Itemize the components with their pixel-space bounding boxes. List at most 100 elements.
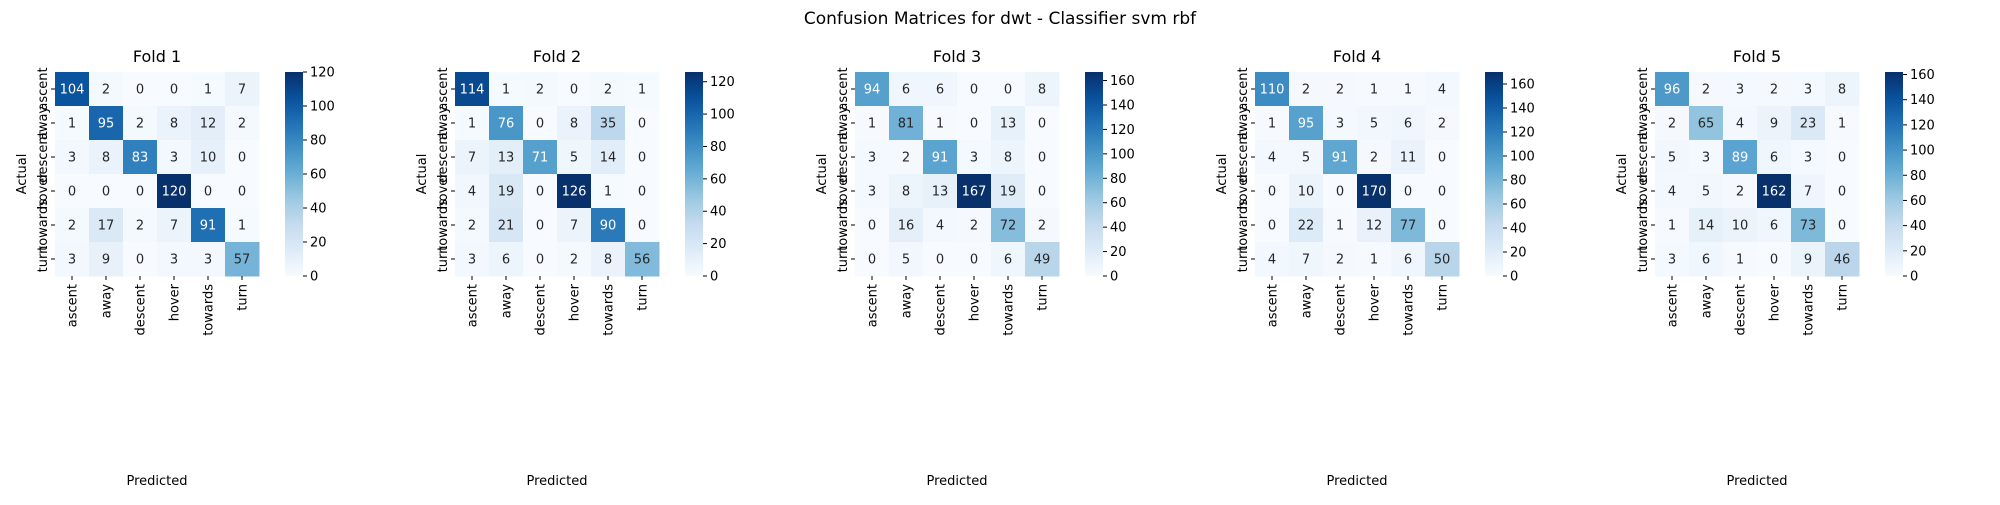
heatmap-cell (1025, 106, 1060, 141)
cell-value-label: 91 (932, 151, 949, 166)
y-tick-label: turn (36, 246, 51, 273)
cell-value-label: 5 (570, 151, 578, 166)
cell-value-label: 1 (868, 117, 876, 132)
cell-value-label: 0 (238, 185, 246, 200)
cell-value-label: 71 (532, 151, 549, 166)
heatmap-cell (1723, 174, 1758, 209)
x-tick-label: hover (168, 283, 183, 321)
cell-value-label: 95 (98, 117, 115, 132)
heatmap-cell (889, 174, 924, 209)
heatmap-cell (89, 242, 124, 277)
heatmap-cell (1757, 174, 1792, 209)
cell-value-label: 0 (1038, 185, 1046, 200)
heatmap-cell (523, 140, 558, 175)
cell-value-label: 1 (1268, 117, 1276, 132)
cell-value-label: 0 (1438, 219, 1446, 234)
cell-value-label: 46 (1834, 253, 1851, 268)
cell-value-label: 0 (1438, 151, 1446, 166)
cell-value-label: 0 (102, 185, 110, 200)
cell-value-label: 2 (1702, 83, 1710, 98)
y-tick-label: descent (836, 131, 851, 183)
heatmap-cell (523, 174, 558, 209)
heatmap-cell (1357, 106, 1392, 141)
x-tick-label: ascent (866, 284, 881, 327)
heatmap-cell (1289, 208, 1324, 243)
colorbar-tick-label: 40 (1910, 219, 1927, 234)
cell-value-label: 1 (238, 219, 246, 234)
heatmap-cell (855, 72, 890, 107)
colorbar-tick-label: 100 (1110, 147, 1135, 162)
x-tick-label: towards (1802, 284, 1817, 336)
cell-value-label: 3 (68, 253, 76, 268)
heatmap-cell (455, 208, 490, 243)
cell-value-label: 170 (1362, 185, 1387, 200)
cell-value-label: 7 (468, 151, 476, 166)
colorbar-tick-label: 160 (1910, 68, 1935, 83)
x-tick-label: towards (1002, 284, 1017, 336)
colorbar-tick-label: 100 (710, 108, 735, 123)
heatmap-cell (1689, 242, 1724, 277)
cell-value-label: 49 (1034, 253, 1051, 268)
cell-value-label: 0 (638, 117, 646, 132)
cell-value-label: 2 (1438, 117, 1446, 132)
cell-value-label: 1 (936, 117, 944, 132)
cell-value-label: 0 (1838, 185, 1846, 200)
heatmap-cell (1425, 208, 1460, 243)
cell-value-label: 0 (638, 219, 646, 234)
heatmap-cell (1791, 106, 1826, 141)
heatmap-cell (89, 208, 124, 243)
heatmap-cell (1689, 208, 1724, 243)
y-tick-label: towards (1236, 199, 1251, 251)
cell-value-label: 4 (1438, 83, 1446, 98)
heatmap-cell (1757, 140, 1792, 175)
heatmap-cell (489, 174, 524, 209)
cell-value-label: 12 (200, 117, 217, 132)
cell-value-label: 3 (1668, 253, 1676, 268)
heatmap-cell (991, 174, 1026, 209)
cell-value-label: 17 (98, 219, 115, 234)
heatmap-cell (591, 72, 626, 107)
panel-title: Fold 2 (533, 47, 581, 66)
y-tick-label: away (1236, 106, 1251, 141)
colorbar-tick-label: 140 (1910, 93, 1935, 108)
cell-value-label: 6 (1770, 219, 1778, 234)
heatmap-cell (1391, 174, 1426, 209)
heatmap-cell (1655, 242, 1690, 277)
cell-value-label: 6 (1770, 151, 1778, 166)
heatmap-cell (625, 242, 660, 277)
x-tick-label: ascent (66, 284, 81, 327)
cell-value-label: 57 (234, 253, 251, 268)
cell-value-label: 126 (562, 185, 587, 200)
heatmap-cell (923, 208, 958, 243)
panel-title: Fold 1 (133, 47, 181, 66)
heatmap-cell (855, 242, 890, 277)
cell-value-label: 6 (1404, 253, 1412, 268)
cell-value-label: 110 (1260, 83, 1285, 98)
panel-title: Fold 4 (1333, 47, 1381, 66)
cell-value-label: 2 (536, 83, 544, 98)
colorbar (685, 72, 703, 276)
y-tick-label: descent (36, 131, 51, 183)
y-tick-label: ascent (436, 67, 451, 110)
cell-value-label: 0 (68, 185, 76, 200)
cell-value-label: 5 (902, 253, 910, 268)
colorbar-tick-label: 60 (310, 168, 327, 183)
cell-value-label: 2 (1370, 151, 1378, 166)
heatmap-cell (889, 140, 924, 175)
cell-value-label: 50 (1434, 253, 1451, 268)
heatmap-cell (1255, 140, 1290, 175)
cell-value-label: 1 (604, 185, 612, 200)
cell-value-label: 56 (634, 253, 651, 268)
cell-value-label: 1 (68, 117, 76, 132)
heatmap-cell (1391, 242, 1426, 277)
heatmap-cell (1357, 208, 1392, 243)
cell-value-label: 0 (1336, 185, 1344, 200)
cell-value-label: 4 (468, 185, 476, 200)
heatmap-cell (1791, 208, 1826, 243)
heatmap-cell (957, 208, 992, 243)
y-tick-label: towards (836, 199, 851, 251)
cell-value-label: 0 (204, 185, 212, 200)
cell-value-label: 0 (1038, 117, 1046, 132)
